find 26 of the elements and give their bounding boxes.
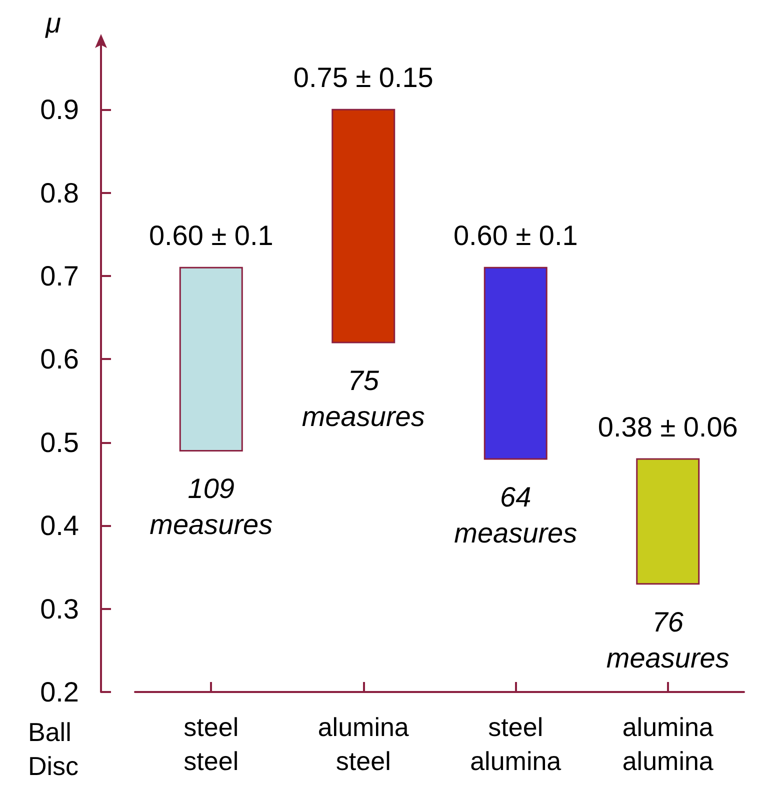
x-tick-label: steel alumina <box>470 712 562 776</box>
y-axis-title: μ <box>44 8 61 38</box>
y-tick-label: 0.2 <box>40 676 79 708</box>
y-tick-label: 0.8 <box>40 177 79 208</box>
x-tick-label: alumina steel <box>318 712 410 776</box>
bar <box>636 458 700 585</box>
annotation: 75 measures <box>302 365 425 432</box>
annotation: 64 measures <box>454 482 578 549</box>
y-tick-label: 0.4 <box>40 510 79 542</box>
text: Ball Disc <box>28 717 79 781</box>
annotation: 109 measures <box>150 473 273 540</box>
annotation: 76 measures <box>606 606 730 674</box>
y-tick-label: 0.3 <box>40 593 79 624</box>
bar <box>332 108 396 344</box>
bar <box>179 266 243 452</box>
y-tick-label: 0.6 <box>40 344 79 375</box>
y-tick-label: 0.7 <box>40 260 79 292</box>
annotation: 0.75 ± 0.15 <box>293 62 434 94</box>
annotation: 0.60 ± 0.1 <box>453 220 578 252</box>
x-tick-label: steel steel <box>184 712 239 776</box>
annotation: 0.60 ± 0.1 <box>148 220 274 252</box>
y-tick-label: 0.5 <box>40 426 79 458</box>
annotation: 0.38 ± 0.06 <box>598 412 738 443</box>
x-tick-label: alumina alumina <box>622 712 714 776</box>
bar <box>484 266 548 460</box>
y-tick-label: 0.9 <box>40 94 79 126</box>
